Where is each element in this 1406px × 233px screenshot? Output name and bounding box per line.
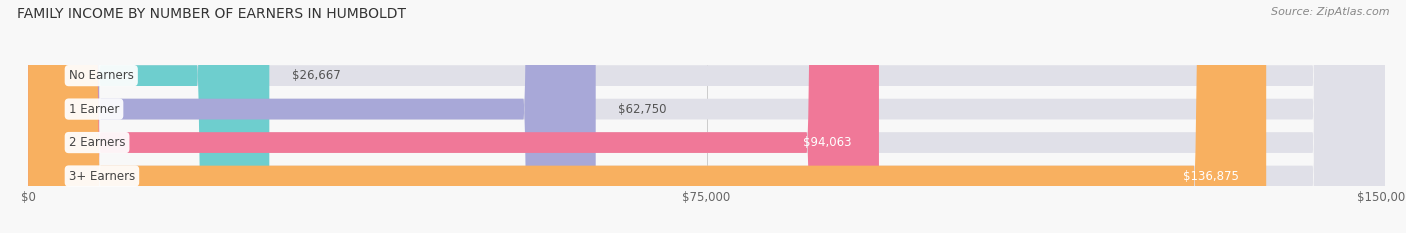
Text: FAMILY INCOME BY NUMBER OF EARNERS IN HUMBOLDT: FAMILY INCOME BY NUMBER OF EARNERS IN HU… bbox=[17, 7, 406, 21]
Text: $136,875: $136,875 bbox=[1184, 170, 1239, 182]
FancyBboxPatch shape bbox=[28, 0, 596, 233]
Text: $26,667: $26,667 bbox=[292, 69, 340, 82]
FancyBboxPatch shape bbox=[28, 0, 1385, 233]
Text: Source: ZipAtlas.com: Source: ZipAtlas.com bbox=[1271, 7, 1389, 17]
FancyBboxPatch shape bbox=[28, 0, 879, 233]
FancyBboxPatch shape bbox=[28, 0, 1385, 233]
FancyBboxPatch shape bbox=[28, 0, 1267, 233]
FancyBboxPatch shape bbox=[28, 0, 1385, 233]
FancyBboxPatch shape bbox=[28, 0, 1385, 233]
Text: 3+ Earners: 3+ Earners bbox=[69, 170, 135, 182]
Text: 1 Earner: 1 Earner bbox=[69, 103, 120, 116]
Text: $94,063: $94,063 bbox=[803, 136, 852, 149]
FancyBboxPatch shape bbox=[28, 0, 270, 233]
Text: $62,750: $62,750 bbox=[619, 103, 666, 116]
Text: No Earners: No Earners bbox=[69, 69, 134, 82]
Text: 2 Earners: 2 Earners bbox=[69, 136, 125, 149]
